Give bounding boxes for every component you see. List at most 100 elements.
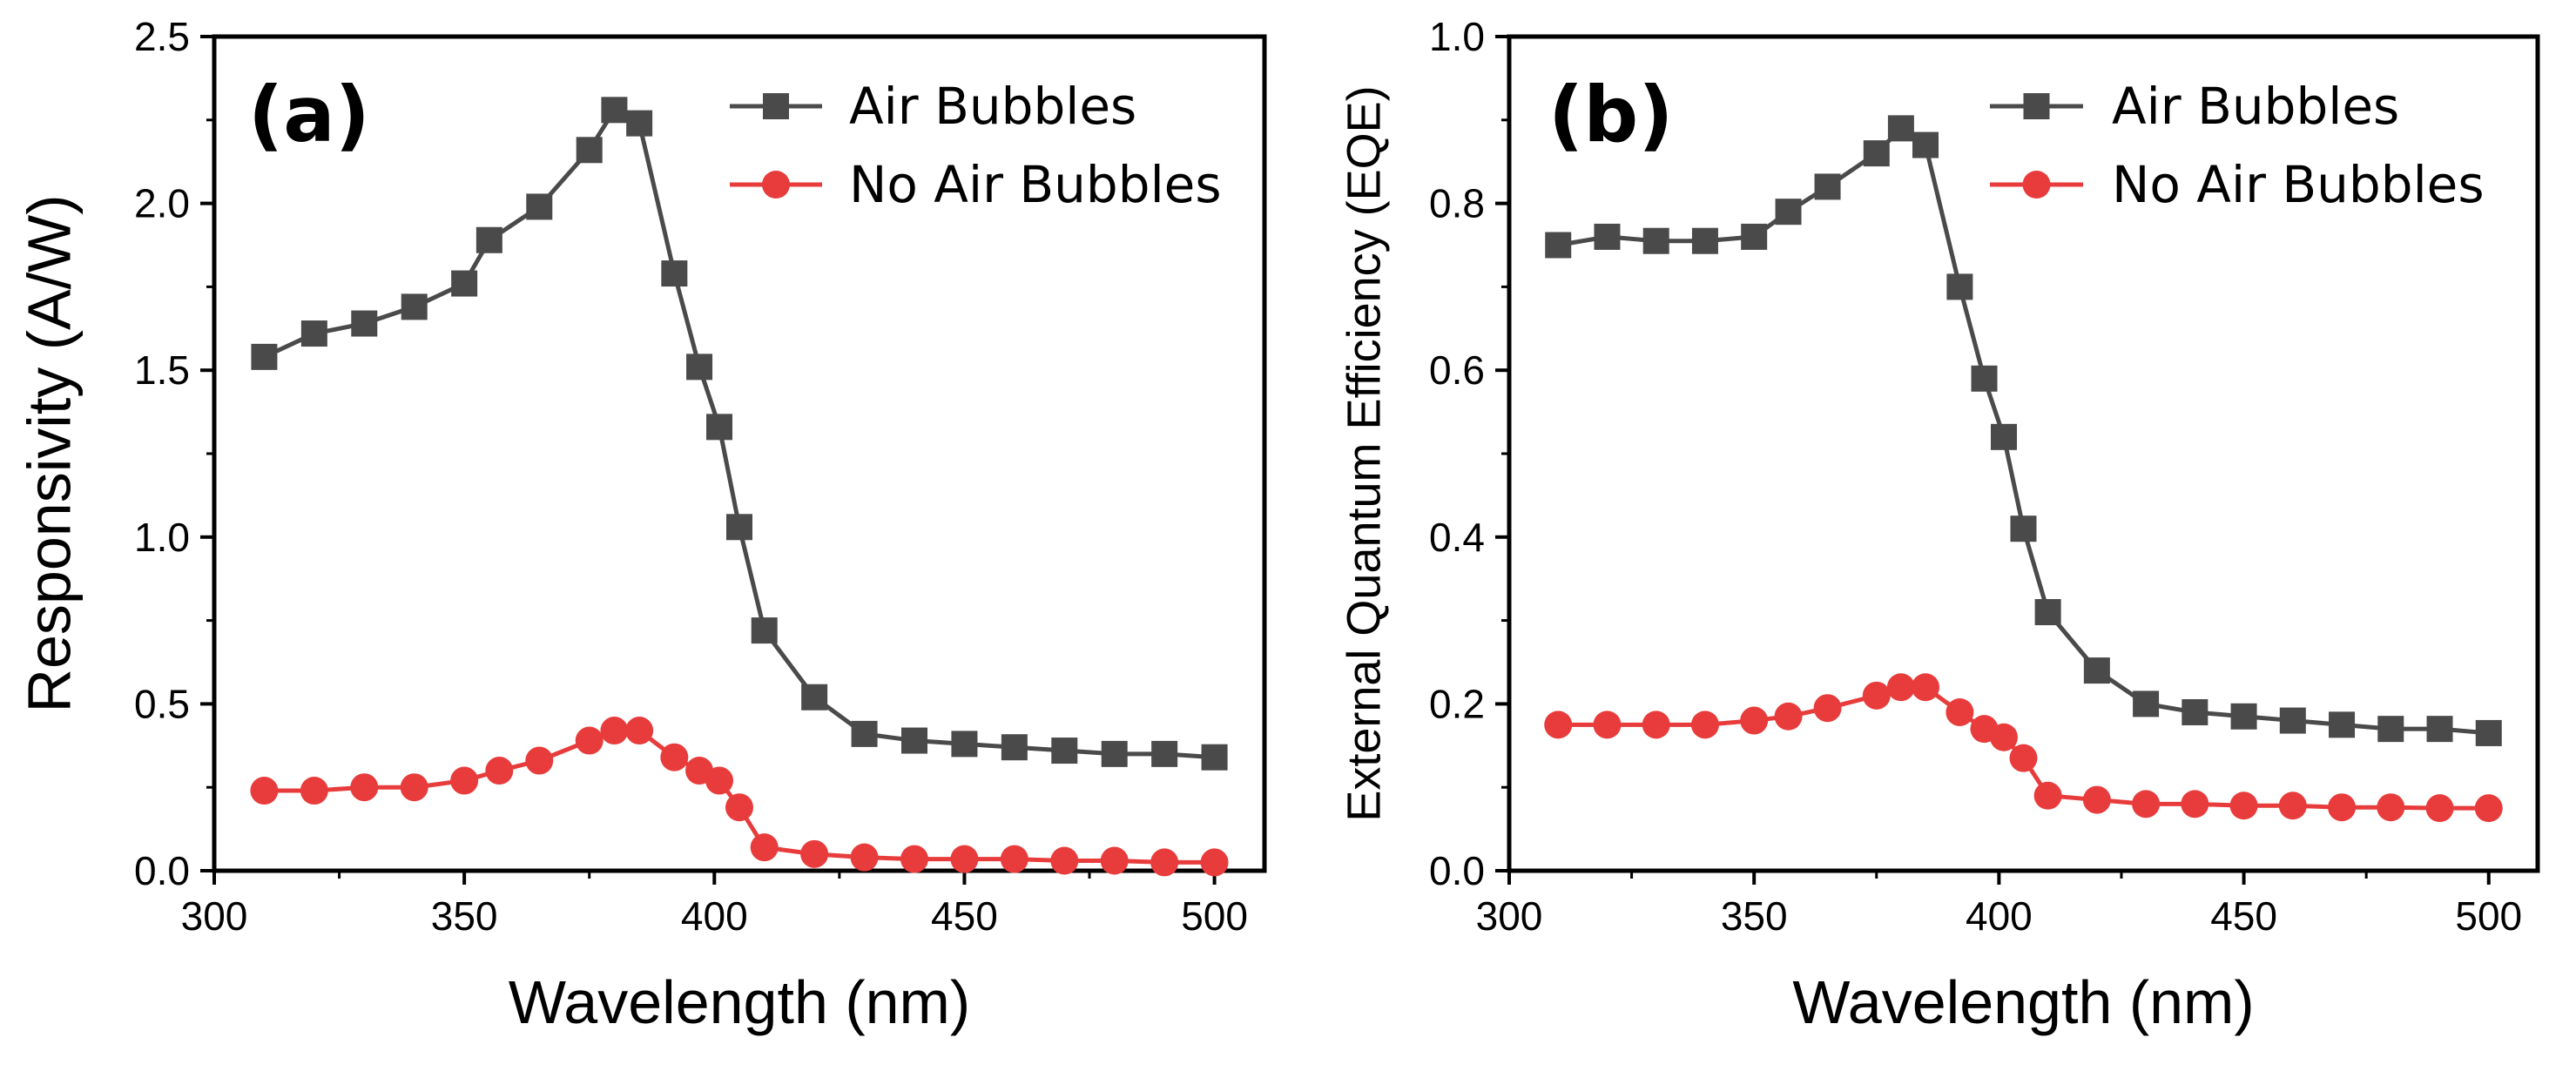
data-point [1691, 227, 1718, 254]
legend-marker [2023, 93, 2050, 119]
data-point [1051, 738, 1078, 765]
data-point [1863, 140, 1890, 167]
data-point [250, 777, 279, 805]
data-point [2230, 703, 2257, 730]
x-tick-label: 350 [1721, 893, 1788, 939]
legend-label: No Air Bubbles [849, 155, 1222, 214]
series-no-air-bubbles [1544, 673, 2503, 823]
x-axis-title: Wavelength (nm) [1792, 968, 2254, 1036]
data-point [1001, 734, 1028, 761]
data-point [1150, 848, 1179, 877]
data-point [1775, 199, 1802, 226]
data-point [1101, 740, 1128, 767]
y-tick-label: 1.0 [1429, 14, 1485, 59]
data-point [1100, 846, 1129, 875]
series-no-air-bubbles [250, 717, 1229, 877]
data-point [1813, 694, 1842, 723]
data-point [600, 717, 629, 745]
data-point [2082, 785, 2111, 814]
data-point [1740, 706, 1769, 735]
legend-marker [762, 171, 790, 199]
data-point [1642, 227, 1669, 254]
legend-entry: No Air Bubbles [730, 155, 1222, 214]
data-point [1991, 423, 2018, 450]
data-point [2033, 781, 2062, 810]
data-point [1050, 846, 1079, 875]
data-point [1886, 673, 1915, 702]
legend-entry: Air Bubbles [730, 77, 1136, 136]
data-point [901, 727, 927, 754]
data-point [2279, 707, 2306, 734]
legend-label: No Air Bubbles [2112, 155, 2485, 214]
data-point [251, 343, 278, 370]
data-point [1887, 115, 1914, 142]
data-point [1945, 697, 1974, 726]
data-point [750, 833, 779, 862]
data-point [575, 726, 604, 755]
series-air-bubbles [251, 97, 1228, 771]
data-point [2182, 698, 2208, 725]
data-point [1200, 848, 1229, 877]
data-point [1912, 673, 1940, 702]
data-point [2329, 711, 2356, 738]
y-tick-label: 0.4 [1429, 515, 1485, 560]
data-point [1971, 365, 1998, 392]
data-point [751, 617, 778, 644]
data-point [2083, 657, 2110, 684]
data-point [2010, 515, 2037, 542]
data-point [660, 743, 689, 771]
data-point [401, 293, 428, 320]
series-line [1557, 125, 2489, 736]
data-point [661, 260, 688, 287]
data-point [725, 793, 753, 822]
data-point [400, 773, 428, 802]
data-point [1990, 723, 2019, 751]
x-tick-label: 400 [681, 893, 748, 939]
data-point [1545, 232, 1572, 259]
y-tick-label: 0.0 [1429, 848, 1485, 893]
chart-panel-b: 300 350 400 450 500 0.0 0.2 0.4 0.6 0.8 1.0 Wavelen… [1338, 14, 2540, 1036]
data-point [726, 514, 752, 541]
data-point [1814, 173, 1841, 200]
x-tick-label: 350 [431, 893, 498, 939]
data-point [526, 193, 553, 220]
series-air-bubbles [1545, 115, 2502, 746]
data-point [705, 766, 734, 795]
data-point [1151, 740, 1178, 767]
data-point [2034, 599, 2061, 626]
y-tick-label: 0.2 [1429, 681, 1485, 726]
data-point [1774, 702, 1803, 731]
y-tick-label: 2.0 [134, 181, 190, 226]
x-tick-label: 500 [2455, 893, 2522, 939]
x-tick-label: 500 [1181, 893, 1248, 939]
data-point [706, 414, 733, 441]
data-point [951, 731, 978, 758]
data-point [1000, 845, 1028, 873]
data-point [2133, 690, 2160, 717]
data-point [1594, 223, 1621, 250]
y-axis-title: Responsivity (A/W) [15, 194, 83, 712]
y-tick-label: 0.6 [1429, 347, 1485, 393]
x-tick-label: 400 [1966, 893, 2033, 939]
data-point [800, 839, 829, 868]
data-point [351, 310, 378, 337]
y-tick-label: 1.5 [134, 347, 190, 393]
legend-entry: Air Bubbles [1990, 77, 2399, 136]
data-point [900, 845, 928, 873]
data-point [686, 354, 713, 381]
y-tick-label: 0.5 [134, 681, 190, 726]
data-point [2426, 716, 2453, 743]
x-tick-label: 300 [181, 893, 248, 939]
data-point [2377, 793, 2405, 822]
data-point [1642, 711, 1670, 739]
data-point [475, 226, 502, 253]
legend-marker [2022, 171, 2051, 199]
data-point [2229, 791, 2258, 820]
legend-marker [763, 93, 789, 119]
data-point [2475, 719, 2502, 746]
legend-label: Air Bubbles [2112, 77, 2399, 136]
x-tick-label: 300 [1476, 893, 1543, 939]
data-point [1912, 131, 1939, 158]
data-point [2425, 794, 2454, 823]
